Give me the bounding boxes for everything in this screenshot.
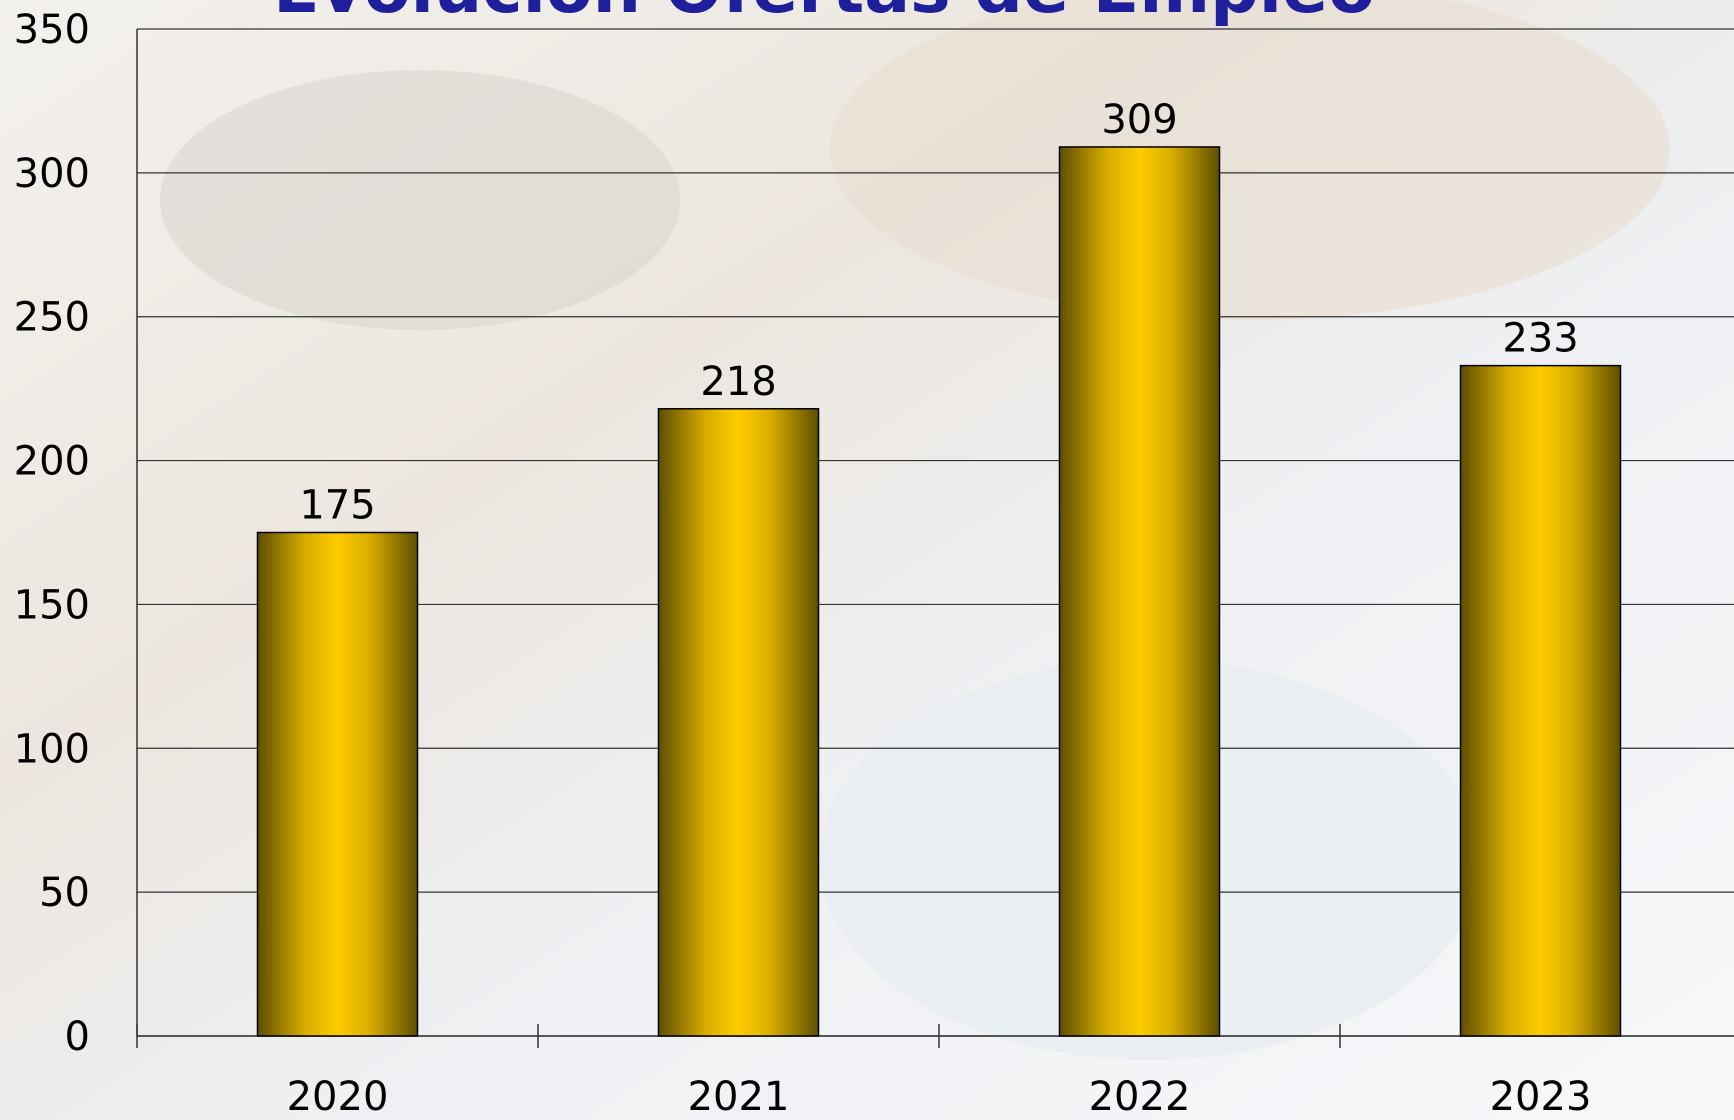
y-tick-label: 100 xyxy=(14,726,90,772)
background-shape xyxy=(830,0,1670,320)
x-tick-label: 2022 xyxy=(1089,1074,1191,1120)
y-tick-label: 350 xyxy=(14,7,90,53)
bar xyxy=(657,408,820,1037)
value-label: 309 xyxy=(1101,97,1177,143)
bar xyxy=(1459,364,1622,1037)
y-tick-label: 50 xyxy=(39,870,90,916)
y-tick-label: 150 xyxy=(14,582,90,628)
value-label: 218 xyxy=(700,359,776,405)
x-tick-label: 2021 xyxy=(688,1074,790,1120)
y-tick-label: 200 xyxy=(14,439,90,485)
x-tick-label: 2023 xyxy=(1490,1074,1592,1120)
bar xyxy=(256,531,419,1037)
value-label: 175 xyxy=(299,483,375,529)
y-tick-label: 0 xyxy=(65,1014,90,1060)
bar xyxy=(1058,146,1221,1037)
value-label: 233 xyxy=(1502,316,1578,362)
chart-title: Evolución Ofertas de Empleo xyxy=(273,0,1375,29)
y-tick-label: 300 xyxy=(14,151,90,197)
background-shape xyxy=(160,70,680,330)
x-tick-label: 2020 xyxy=(287,1074,389,1120)
y-tick-label: 250 xyxy=(14,295,90,341)
